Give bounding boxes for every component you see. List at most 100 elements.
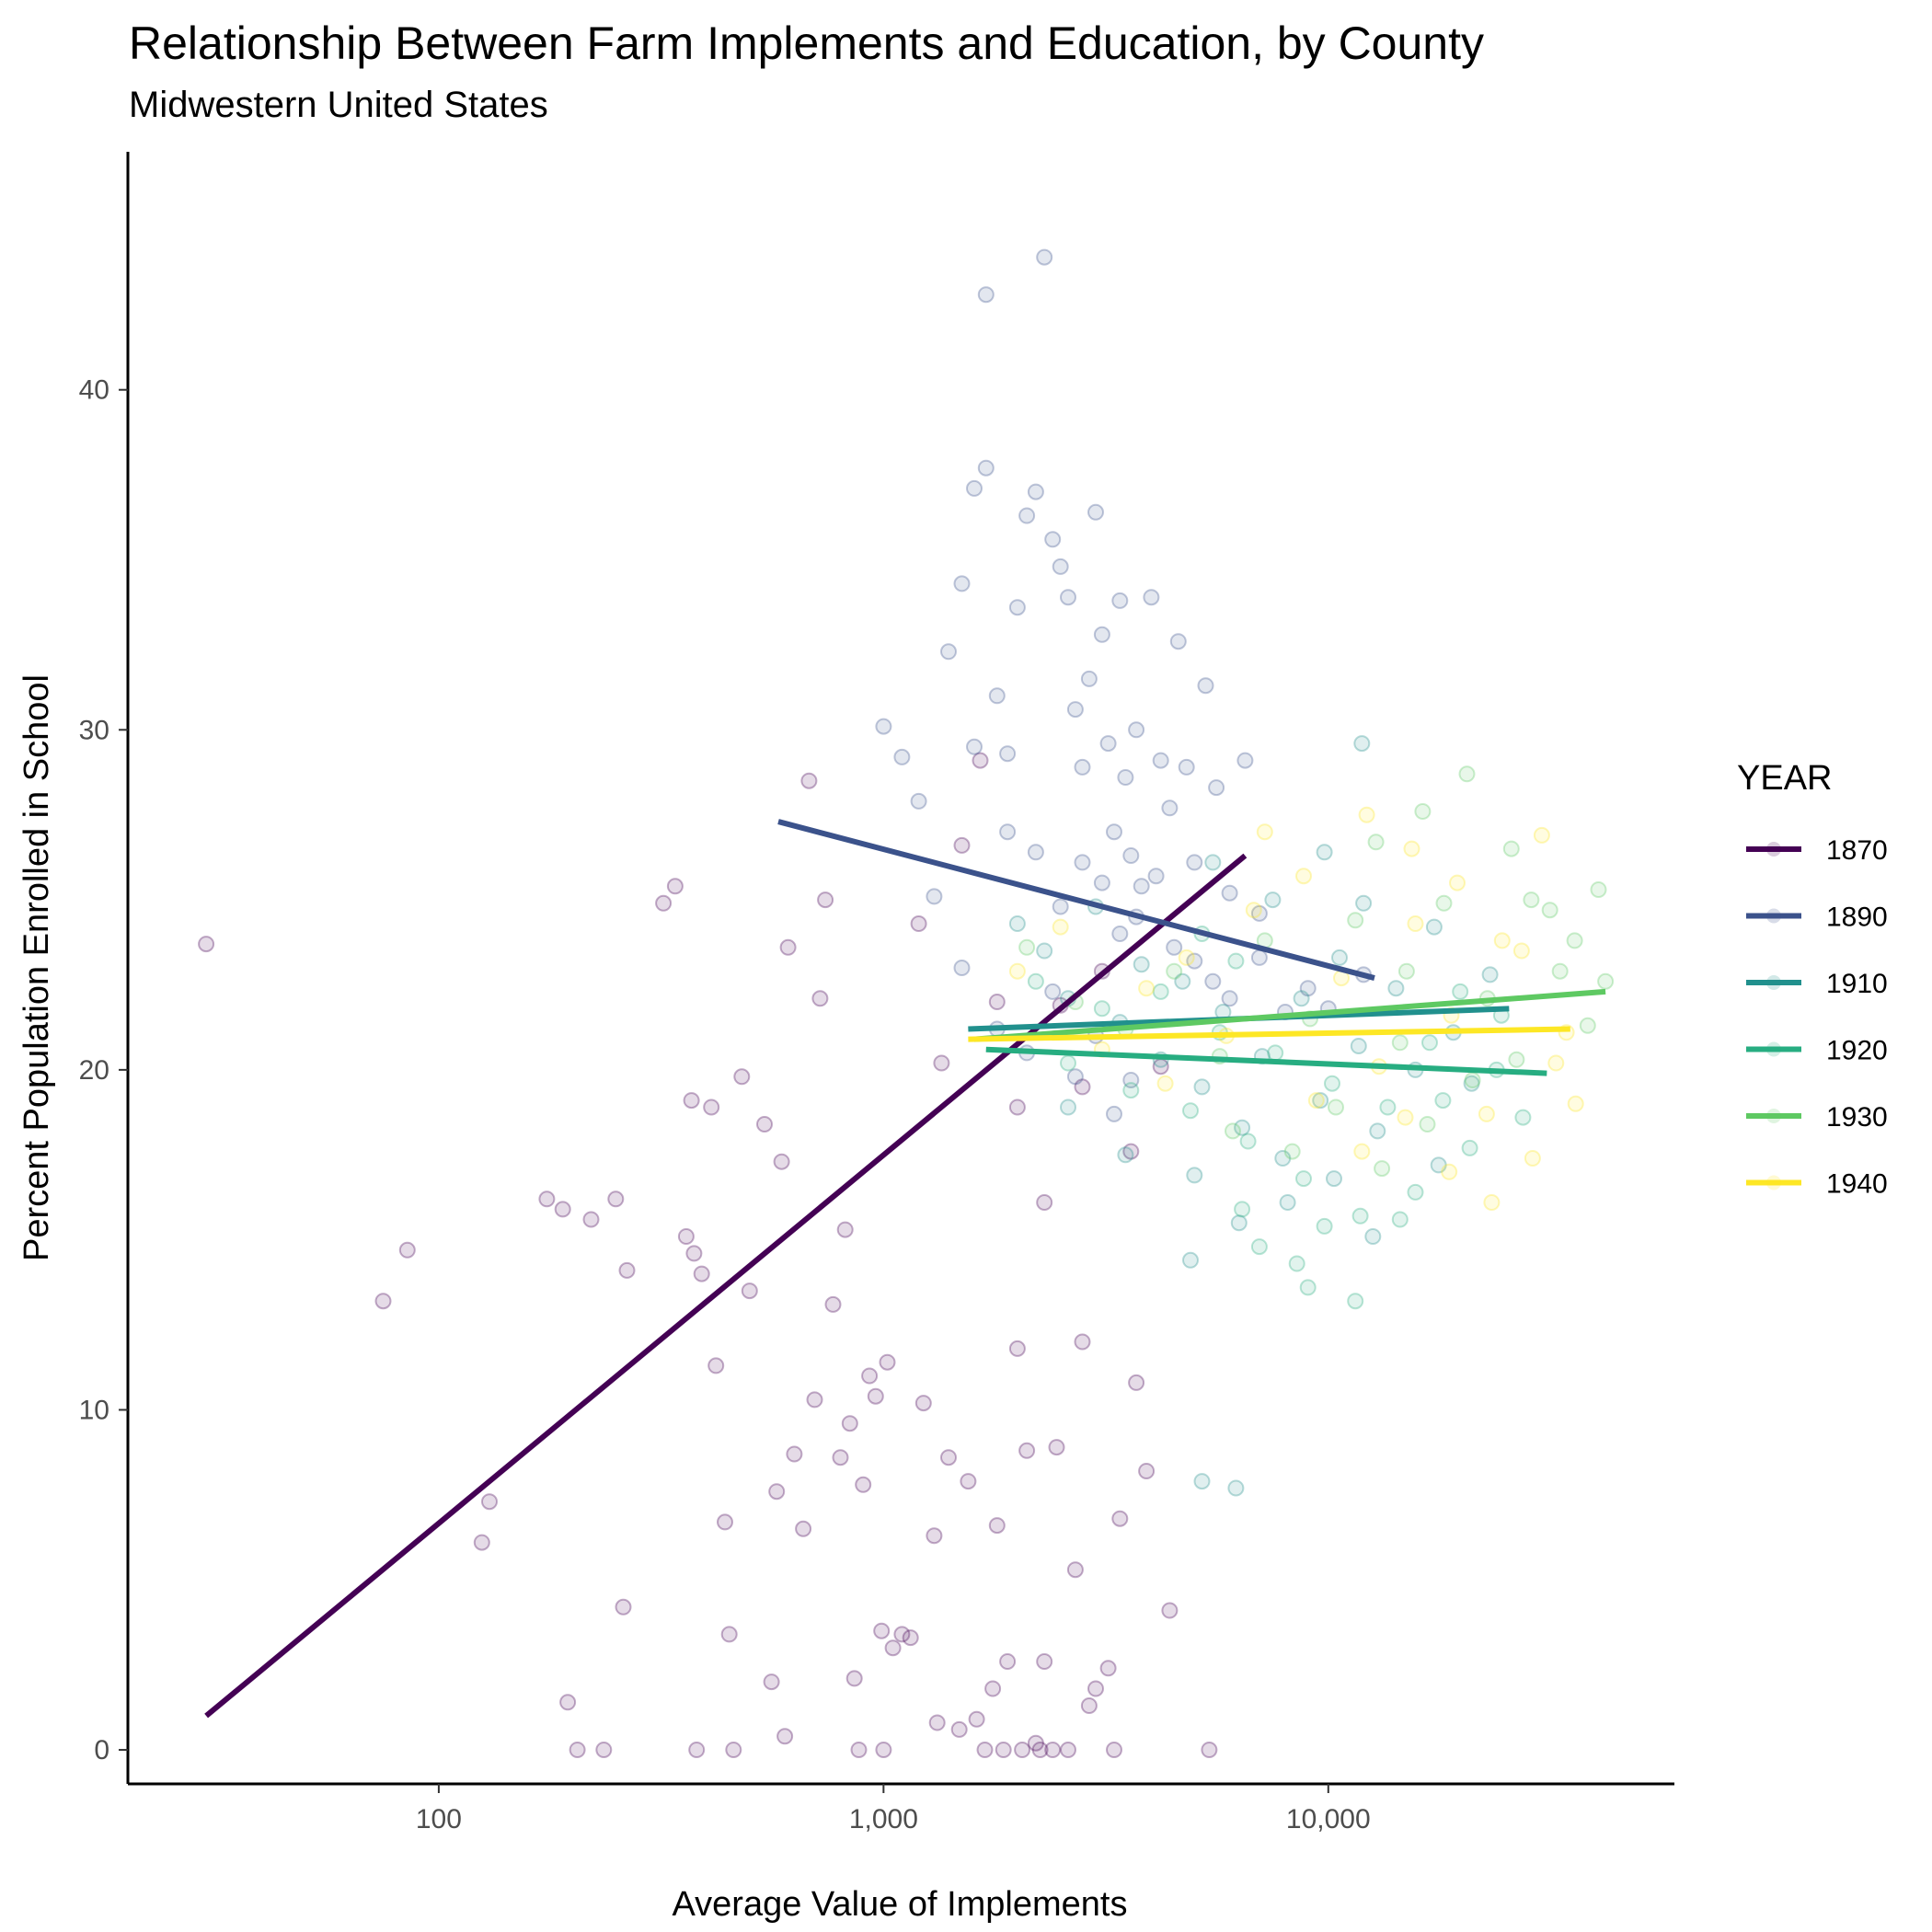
data-point-1890	[893, 748, 911, 765]
data-point-1870	[873, 1622, 891, 1639]
x-ticks: 100 1,000 10,000	[416, 1784, 1371, 1834]
data-point-1920	[1452, 983, 1469, 1000]
data-point-1870	[666, 878, 684, 895]
data-point-1920	[1093, 1000, 1110, 1018]
data-point-1910	[1008, 915, 1026, 932]
data-point-1940	[1397, 1109, 1414, 1126]
data-point-1870	[554, 1201, 571, 1218]
data-point-1920	[1407, 1183, 1424, 1201]
data-point-1870	[1074, 1078, 1091, 1096]
data-point-1870	[940, 1449, 957, 1466]
data-point-1890	[1074, 758, 1091, 776]
data-point-1930	[1464, 1072, 1481, 1088]
data-point-1910	[1293, 990, 1310, 1007]
data-point-1890	[1204, 972, 1222, 990]
data-point-1920	[1434, 1092, 1452, 1110]
data-point-1940	[1478, 1105, 1495, 1122]
x-tick-label: 1,000	[849, 1804, 918, 1834]
data-point-1890	[1117, 769, 1134, 786]
legend-key-point-1910	[1766, 975, 1781, 990]
data-point-1870	[473, 1534, 490, 1551]
data-point-1870	[741, 1282, 758, 1300]
data-point-1920	[1027, 972, 1044, 990]
data-point-1870	[832, 1449, 849, 1466]
data-point-1910	[1331, 949, 1348, 966]
data-point-1940	[1567, 1095, 1584, 1112]
trend-lines	[204, 819, 1606, 1719]
data-point-1870	[893, 1626, 911, 1643]
data-point-1910	[1234, 1119, 1251, 1136]
data-point-1890	[1169, 633, 1187, 650]
trend-line-1930	[973, 988, 1606, 1042]
data-point-1890	[1008, 599, 1026, 616]
data-point-1930	[1391, 1034, 1409, 1052]
legend-key-point-1940	[1766, 1175, 1781, 1190]
data-point-1870	[1008, 1098, 1026, 1116]
data-point-1910	[1117, 1146, 1134, 1164]
data-point-1870	[875, 1742, 892, 1758]
legend-key-point-1920	[1766, 1041, 1781, 1057]
data-point-1930	[1225, 1122, 1241, 1140]
data-point-1910	[1387, 980, 1405, 997]
data-point-1910	[1425, 918, 1443, 936]
trend-line-1870	[204, 853, 1248, 1719]
data-point-1870	[811, 990, 829, 1007]
data-point-1910	[1364, 1228, 1382, 1245]
data-point-1940	[1533, 826, 1550, 844]
data-point-1870	[1066, 1561, 1084, 1579]
legend-label-1920: 1920	[1826, 1036, 1888, 1066]
legend: YEAR 1870 1890 1910 1920 1930 1940	[1737, 759, 1888, 1200]
data-point-1940	[1483, 1194, 1501, 1211]
data-point-1940	[1008, 962, 1026, 980]
data-point-1870	[850, 1742, 868, 1758]
data-point-1870	[198, 936, 215, 953]
data-point-1910	[1279, 1194, 1296, 1211]
data-point-1870	[398, 1241, 416, 1259]
legend-key-point-1930	[1766, 1109, 1781, 1123]
data-point-1870	[1036, 1653, 1053, 1670]
data-point-1890	[1122, 1072, 1140, 1088]
data-point-1920	[1152, 983, 1169, 1000]
data-point-1890	[1027, 844, 1044, 861]
data-point-1890	[1143, 589, 1160, 606]
data-point-1920	[1316, 1217, 1333, 1235]
data-point-1910	[1369, 1122, 1386, 1140]
data-point-1910	[1353, 735, 1371, 753]
data-point-1930	[1590, 881, 1607, 898]
data-point-1920	[1347, 1293, 1364, 1310]
trend-line-1940	[968, 1026, 1570, 1042]
data-point-1890	[1074, 854, 1091, 871]
data-point-1870	[855, 1476, 872, 1493]
data-point-1930	[1435, 894, 1453, 912]
data-point-1930	[1283, 1143, 1301, 1160]
data-point-1940	[1403, 840, 1420, 857]
data-point-1870	[824, 1295, 842, 1313]
data-point-1870	[374, 1293, 392, 1310]
data-point-1940	[1358, 806, 1375, 823]
data-point-1890	[1066, 1068, 1084, 1086]
y-ticks: 0 10 20 30 40	[79, 375, 128, 1765]
data-point-1890	[988, 687, 1006, 705]
data-point-1870	[481, 1493, 498, 1511]
data-point-1890	[1161, 799, 1179, 817]
data-point-1890	[977, 459, 995, 477]
data-point-1930	[1541, 902, 1558, 919]
data-point-1920	[1514, 1109, 1532, 1126]
data-point-1870	[995, 1742, 1012, 1758]
data-point-1910	[1350, 1038, 1367, 1054]
data-point-1930	[1414, 803, 1432, 820]
data-point-1870	[725, 1742, 742, 1758]
data-point-1890	[1044, 983, 1062, 1000]
data-point-1890	[1106, 823, 1122, 841]
data-point-1870	[933, 1054, 950, 1072]
legend-title: YEAR	[1737, 759, 1832, 798]
data-point-1910	[1274, 1150, 1292, 1167]
legend-label-1870: 1870	[1826, 835, 1888, 866]
legend-label-1910: 1910	[1826, 969, 1888, 999]
data-point-1920	[1461, 1139, 1478, 1156]
data-point-1910	[1230, 1214, 1248, 1232]
data-point-1890	[1087, 503, 1104, 521]
data-point-1920	[1182, 1102, 1199, 1120]
data-point-1890	[1052, 558, 1069, 575]
data-point-1890	[1106, 1105, 1122, 1122]
